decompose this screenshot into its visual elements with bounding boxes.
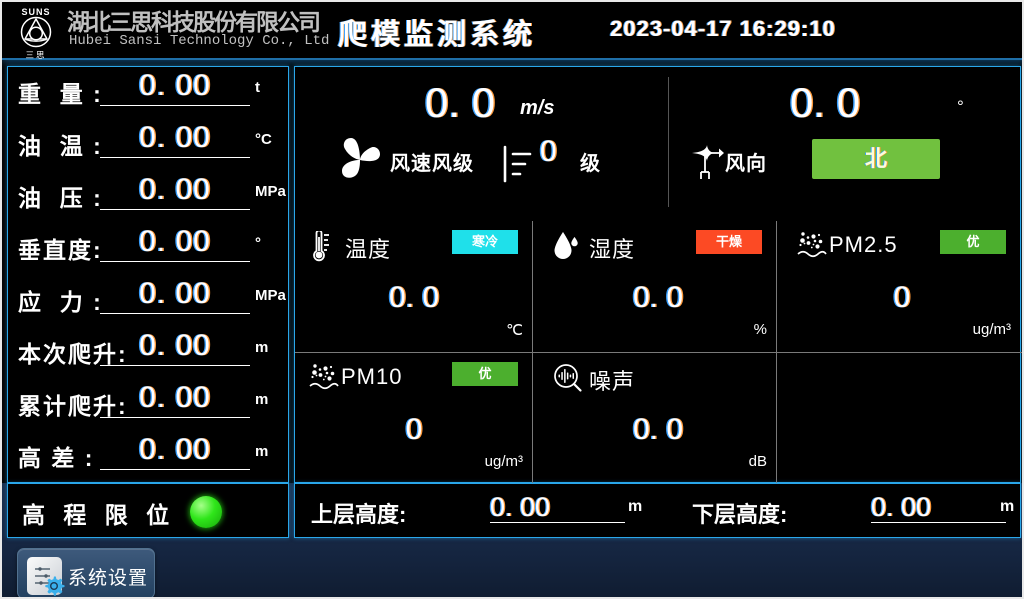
svg-text:SUNS: SUNS bbox=[21, 7, 50, 17]
